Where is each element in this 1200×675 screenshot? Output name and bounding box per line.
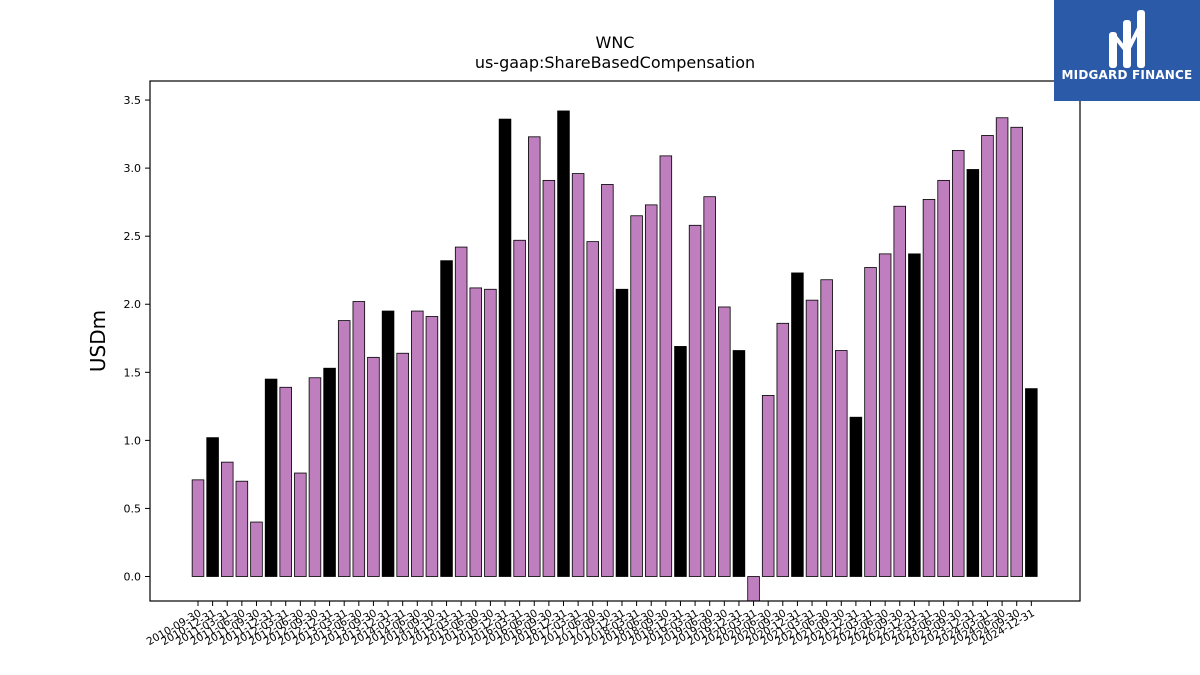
- bar-2016-06-30: [528, 136, 541, 577]
- bar-2014-06-30: [411, 310, 424, 577]
- bar-2020-06-30: [761, 395, 775, 577]
- plot-frame: [149, 80, 1081, 602]
- y-tick-label: 1.5: [124, 366, 142, 379]
- bar-2011-09-30: [250, 521, 263, 577]
- bar-2023-03-31: [922, 199, 936, 577]
- bar-2022-09-30: [893, 205, 907, 577]
- bar-2022-06-30: [878, 253, 892, 577]
- bar-2018-12-31: [674, 346, 687, 577]
- bar-2016-09-30: [542, 179, 556, 577]
- bar-2013-03-31: [337, 320, 351, 577]
- bar-2013-06-30: [352, 301, 366, 577]
- midgard-m-icon: [1109, 10, 1145, 68]
- bar-2019-12-31: [732, 350, 746, 577]
- bar-2015-12-31: [498, 118, 512, 577]
- bar-2018-09-30: [659, 155, 673, 577]
- bar-2014-09-30: [425, 316, 439, 577]
- bar-2023-09-30: [951, 150, 965, 577]
- bar-2010-12-31: [206, 437, 219, 577]
- bar-2013-12-31: [381, 310, 395, 577]
- y-tick-label: 2.0: [124, 298, 142, 311]
- bar-2015-03-31: [454, 246, 468, 577]
- bar-2024-09-30: [1010, 126, 1023, 577]
- bar-2024-06-30: [995, 117, 1009, 577]
- bar-2014-12-31: [440, 260, 453, 577]
- bar-2012-12-31: [323, 367, 336, 577]
- bar-2021-09-30: [835, 350, 848, 577]
- brand-name: MIDGARD FINANCE: [1061, 68, 1193, 82]
- bar-2013-09-30: [367, 356, 380, 577]
- bar-2018-06-30: [644, 204, 658, 577]
- bar-2017-06-30: [586, 241, 599, 577]
- bar-2018-03-31: [630, 215, 643, 577]
- bar-2015-06-30: [469, 287, 483, 577]
- bar-2017-12-31: [615, 288, 629, 577]
- bar-2019-06-30: [703, 196, 716, 577]
- bar-2020-09-30: [776, 322, 790, 577]
- bar-2010-09-30: [191, 479, 205, 577]
- y-tick-label: 3.0: [124, 162, 142, 175]
- bar-2020-12-31: [791, 272, 804, 577]
- bar-2011-03-31: [220, 461, 234, 577]
- y-axis-label: USDm: [86, 310, 110, 372]
- bar-2017-09-30: [601, 184, 614, 577]
- bar-2022-03-31: [864, 267, 877, 577]
- bar-2021-12-31: [849, 416, 863, 577]
- bar-2015-09-30: [484, 288, 497, 577]
- bar-2019-03-31: [688, 224, 702, 577]
- y-tick-label: 0.0: [124, 570, 142, 583]
- y-tick-label: 1.0: [124, 434, 142, 447]
- bar-2016-03-31: [513, 239, 526, 577]
- bar-2021-06-30: [820, 279, 833, 577]
- bar-2014-03-31: [396, 352, 409, 577]
- y-tick-label: 2.5: [124, 230, 142, 243]
- brand-logo: MIDGARD FINANCE: [1054, 0, 1200, 101]
- chart-title: WNC: [596, 33, 635, 52]
- bar-2024-03-31: [981, 135, 994, 577]
- bar-2011-06-30: [235, 480, 249, 577]
- bar-2022-12-31: [908, 253, 921, 577]
- bar-2017-03-31: [571, 173, 585, 577]
- y-axis: 0.0 0.5 1.0 1.5 2.0 2.5 3.0 3.5: [124, 94, 150, 583]
- bar-2020-03-31: [747, 576, 760, 602]
- y-tick-label: 3.5: [124, 94, 142, 107]
- bar-2012-06-30: [294, 472, 307, 577]
- bars-group: [191, 110, 1038, 602]
- bar-2016-12-31: [557, 110, 570, 577]
- bar-2019-09-30: [718, 306, 731, 577]
- bar-2012-09-30: [308, 377, 322, 577]
- bar-2012-03-31: [279, 386, 292, 577]
- bar-2021-03-31: [805, 299, 819, 577]
- bar-2023-12-31: [966, 169, 980, 577]
- x-axis: 2010-09-302010-12-312011-03-312011-06-30…: [145, 601, 1037, 648]
- y-tick-label: 0.5: [124, 502, 142, 515]
- bar-2011-12-31: [264, 378, 278, 577]
- bar-2024-12-31: [1025, 388, 1038, 577]
- bar-2023-06-30: [937, 179, 950, 577]
- chart-subtitle: us-gaap:ShareBasedCompensation: [475, 53, 755, 72]
